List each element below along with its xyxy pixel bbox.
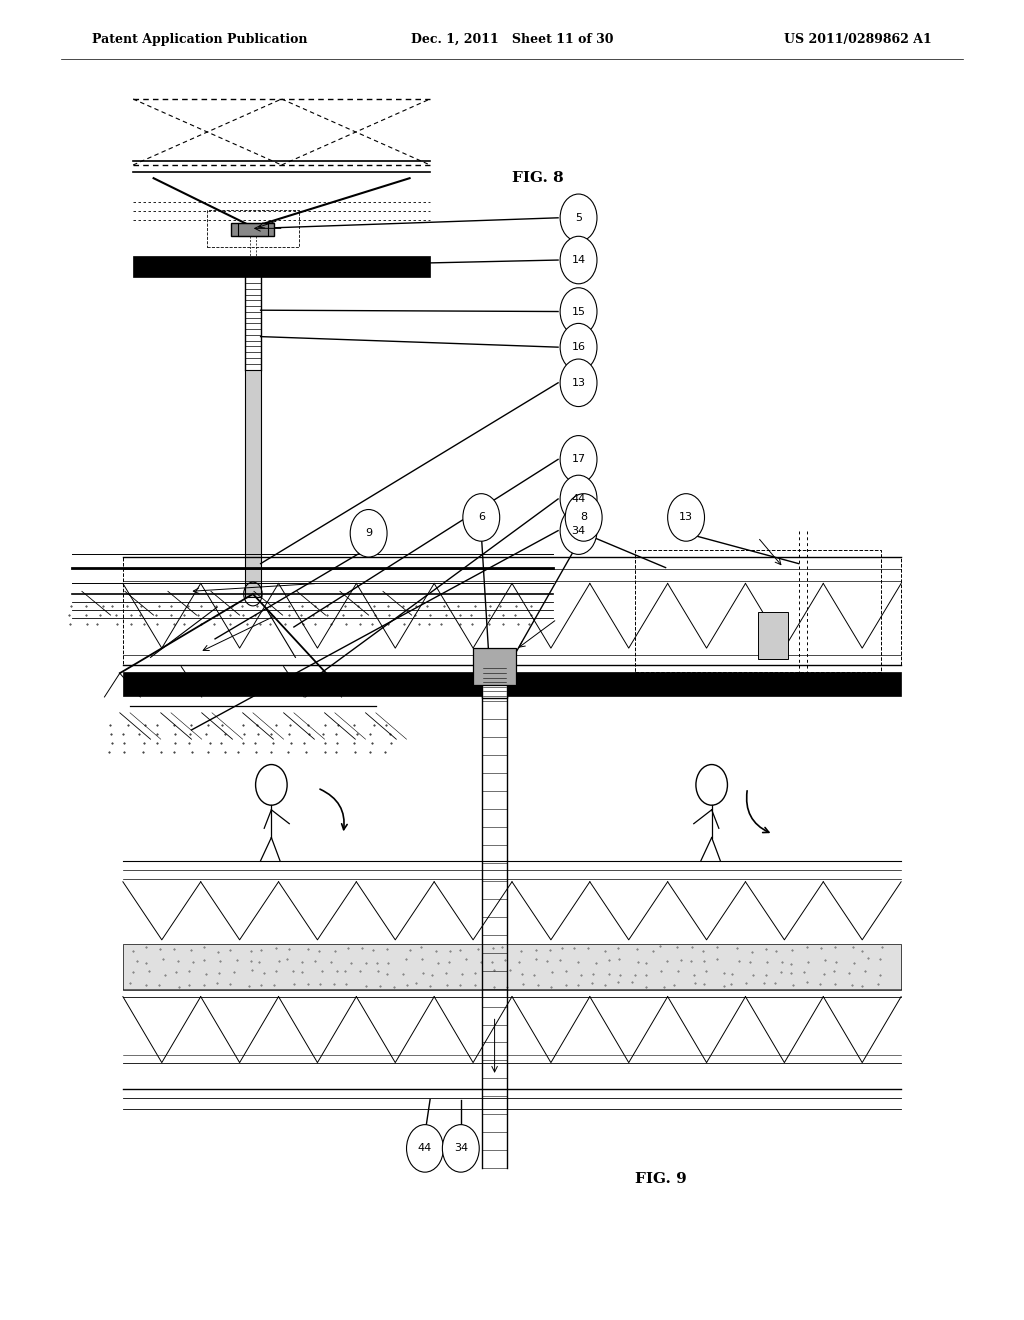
Circle shape [565,494,602,541]
Text: 13: 13 [679,512,693,523]
Text: Patent Application Publication: Patent Application Publication [92,33,307,46]
Text: FIG. 9: FIG. 9 [635,1172,687,1185]
Bar [473,648,516,685]
Text: 14: 14 [571,255,586,265]
Bar [635,550,881,672]
Circle shape [560,236,597,284]
Text: Dec. 1, 2011   Sheet 11 of 30: Dec. 1, 2011 Sheet 11 of 30 [411,33,613,46]
Circle shape [560,288,597,335]
Text: 6: 6 [478,512,484,523]
Text: US 2011/0289862 A1: US 2011/0289862 A1 [784,33,932,46]
Circle shape [560,507,597,554]
Text: 44: 44 [571,494,586,504]
Circle shape [560,359,597,407]
Circle shape [442,1125,479,1172]
Text: 8: 8 [581,512,587,523]
Bar [123,557,901,665]
Circle shape [463,494,500,541]
Bar [231,223,274,236]
Text: 34: 34 [571,525,586,536]
Text: 13: 13 [571,378,586,388]
Bar [123,944,901,990]
Bar [123,672,901,696]
Bar [207,210,299,247]
Circle shape [668,494,705,541]
Circle shape [560,194,597,242]
Bar [482,667,507,698]
Text: 44: 44 [418,1143,432,1154]
Circle shape [560,475,597,523]
Bar [246,370,260,597]
Circle shape [407,1125,443,1172]
Text: 34: 34 [454,1143,468,1154]
Bar [133,256,430,277]
Text: 16: 16 [571,342,586,352]
Text: FIG. 8: FIG. 8 [512,172,564,185]
Bar [758,612,788,659]
Text: 5: 5 [575,213,582,223]
Circle shape [350,510,387,557]
Circle shape [560,436,597,483]
Text: 17: 17 [571,454,586,465]
Bar [238,223,268,236]
Circle shape [560,323,597,371]
Text: 15: 15 [571,306,586,317]
Text: 9: 9 [366,528,372,539]
